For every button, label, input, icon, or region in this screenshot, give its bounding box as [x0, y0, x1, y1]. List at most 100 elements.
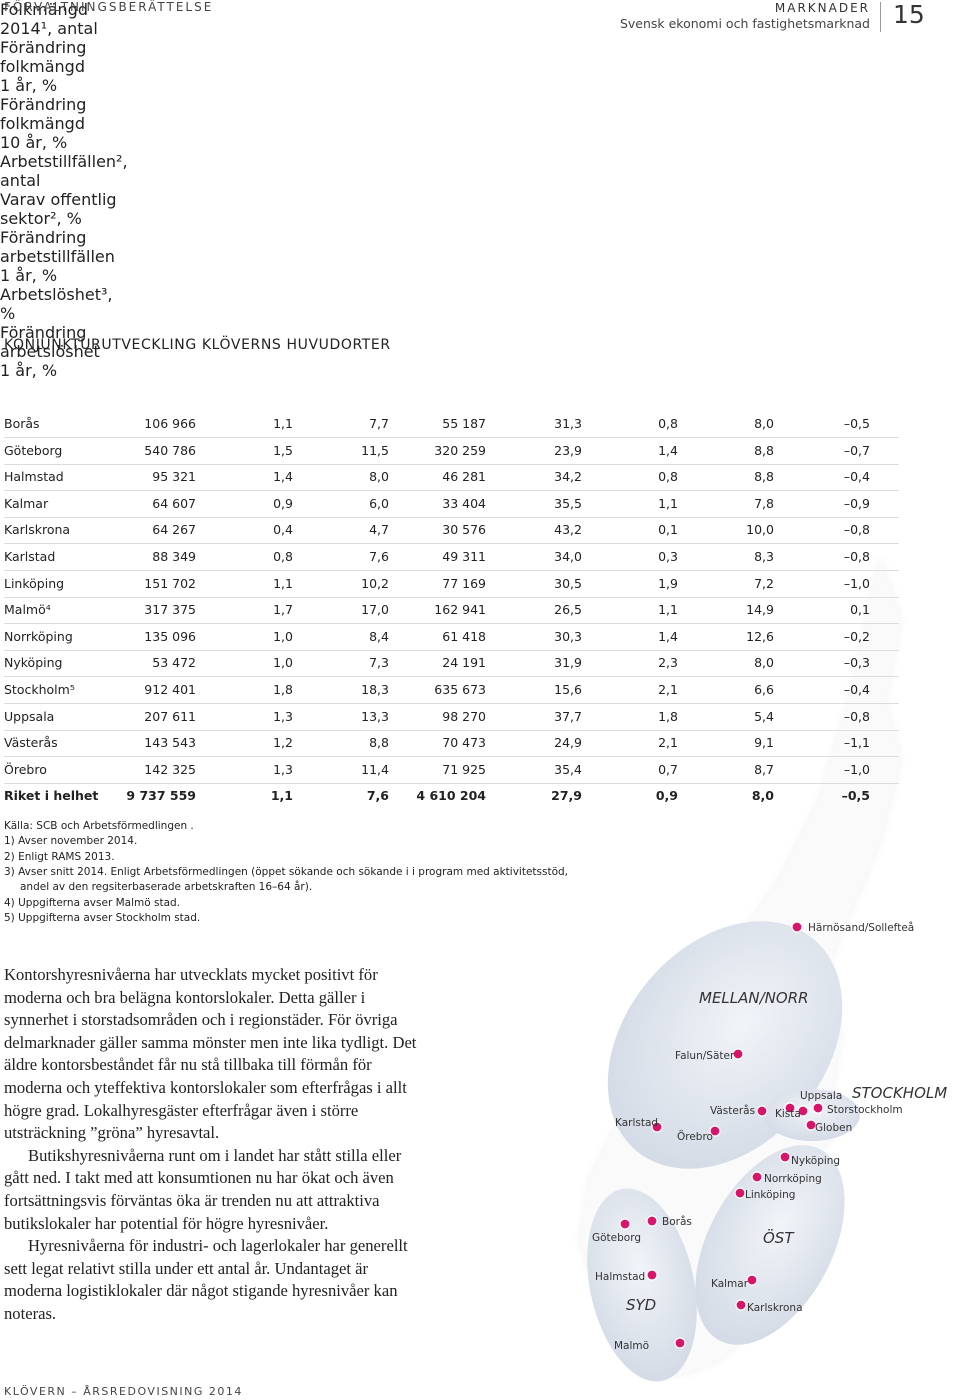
city-label: Norrköping — [764, 1173, 822, 1185]
column-header: Förändring — [0, 38, 87, 57]
cell: 35,5 — [554, 495, 582, 511]
cell: 31,9 — [554, 655, 582, 671]
cell: 0,1 — [658, 522, 678, 538]
row-rule — [4, 490, 899, 492]
page-number: 15 — [893, 0, 925, 29]
cell: 43,2 — [554, 522, 582, 538]
city-dot — [805, 1119, 817, 1131]
row-label: Uppsala — [4, 708, 55, 724]
row-label: Kalmar — [4, 495, 49, 511]
row-rule — [4, 729, 899, 731]
city-label: Karlskrona — [747, 1302, 803, 1314]
cell: 27,9 — [551, 788, 582, 804]
city-dot — [734, 1187, 746, 1199]
cell: 30,5 — [554, 575, 582, 591]
row-rule — [4, 756, 899, 758]
cell: 7,6 — [366, 788, 389, 804]
cell: 8,0 — [369, 469, 389, 485]
row-rule — [4, 676, 899, 678]
column-header: 2014¹, antal — [0, 19, 98, 38]
cell: 8,0 — [751, 788, 774, 804]
cell: 0,7 — [658, 761, 678, 777]
footnote: 5) Uppgifterna avser Stockholm stad. — [4, 911, 201, 924]
city-dot — [784, 1102, 796, 1114]
cell: 0,8 — [658, 469, 678, 485]
city-dot — [651, 1121, 663, 1133]
column-header: 1 år, % — [0, 361, 58, 380]
footnote: 3) Avser snitt 2014. Enligt Arbetsförmed… — [4, 865, 569, 878]
cell: –1,1 — [843, 735, 870, 751]
cell: 0,1 — [850, 602, 870, 618]
cell: 24,9 — [554, 735, 582, 751]
row-label: Malmö⁴ — [4, 602, 51, 618]
cell: 317 375 — [144, 602, 196, 618]
cell: 135 096 — [144, 628, 196, 644]
city-label: Göteborg — [592, 1232, 641, 1244]
cell: 55 187 — [442, 416, 486, 431]
city-label: Storstockholm — [827, 1104, 903, 1116]
cell: 30 576 — [442, 522, 486, 538]
cell: 11,4 — [361, 761, 389, 777]
cell: 1,3 — [273, 761, 293, 777]
cell: 1,4 — [273, 469, 293, 485]
cell: 77 169 — [442, 575, 486, 591]
cell: 34,2 — [554, 469, 582, 485]
city-label: Örebro — [677, 1130, 713, 1143]
table-title: KONJUNKTURUTVECKLING KLÖVERNS HUVUDORTER — [4, 337, 391, 353]
row-label: Göteborg — [4, 442, 63, 458]
row-rule — [4, 782, 899, 784]
cell: 6,6 — [754, 682, 774, 697]
cell: 37,7 — [554, 708, 582, 724]
cell: 2,1 — [658, 682, 678, 697]
row-rule — [4, 516, 899, 518]
cell: 98 270 — [442, 708, 486, 724]
city-dot — [756, 1105, 768, 1117]
city-dot — [619, 1218, 631, 1230]
column-header: sektor², % — [0, 209, 82, 228]
cell: 18,3 — [361, 682, 389, 697]
cell: 1,0 — [273, 655, 293, 671]
cell: 1,9 — [658, 575, 678, 591]
paragraph: Kontorshyresnivåerna har utvecklats myck… — [4, 965, 417, 1143]
cell: –1,0 — [843, 761, 870, 777]
cell: 13,3 — [361, 708, 389, 724]
city-label: Linköping — [745, 1189, 795, 1201]
row-label: Stockholm⁵ — [4, 682, 75, 697]
section-label: FÖRVALTNINGSBERÄTTELSE — [4, 0, 214, 14]
body-text: Kontorshyresnivåerna har utvecklats myck… — [4, 964, 422, 1326]
cell: 207 611 — [144, 708, 196, 724]
city-label: Karlstad — [615, 1117, 658, 1129]
city-dot — [746, 1274, 758, 1286]
cell: 4,7 — [369, 522, 389, 538]
cell: 7,8 — [754, 495, 774, 511]
cell: 2,3 — [658, 655, 678, 671]
column-header: arbetslöshet — [0, 342, 100, 361]
cell: 540 786 — [144, 442, 196, 458]
cell: 70 473 — [442, 735, 486, 751]
table: Folkmängd 2014¹, antal Förändring folkmängd… — [0, 0, 960, 803]
cell: 10,0 — [746, 522, 774, 538]
region-area — [764, 1089, 860, 1141]
city-dot — [709, 1125, 721, 1137]
city-label: Kista — [775, 1108, 801, 1120]
row-label: Karlskrona — [4, 522, 71, 538]
cell: 8,7 — [754, 761, 774, 777]
cell: 0,8 — [273, 549, 293, 564]
cell: –0,9 — [843, 495, 870, 511]
cell: 143 543 — [144, 735, 196, 751]
city-dot — [812, 1102, 824, 1114]
column-header: folkmängd — [0, 57, 85, 76]
cell: 635 673 — [434, 682, 486, 697]
row-label: Norrköping — [4, 628, 73, 644]
cell: –0,5 — [843, 416, 870, 431]
cell: 0,3 — [658, 549, 678, 564]
cell: 26,5 — [554, 602, 582, 618]
cell: 5,4 — [754, 708, 774, 724]
cell: 95 321 — [152, 469, 196, 485]
column-header: Förändring — [0, 95, 87, 114]
row-rule — [4, 623, 899, 625]
cell: –0,8 — [843, 522, 870, 538]
cell: 8,8 — [754, 442, 774, 458]
cell: 1,1 — [658, 602, 678, 618]
